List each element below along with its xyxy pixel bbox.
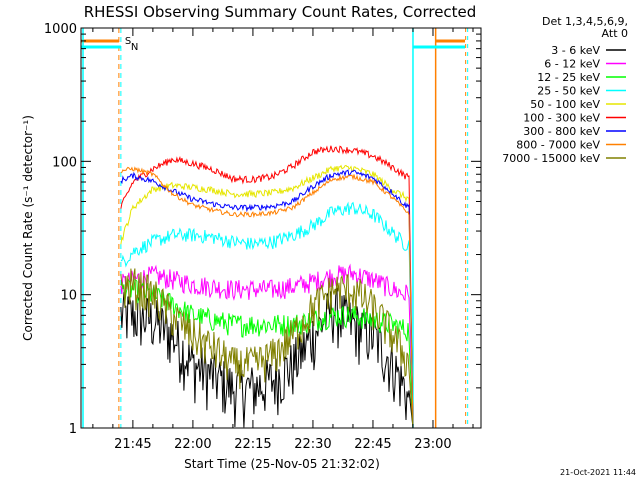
y-axis-label: Corrected Count Rate (s⁻¹ detector⁻¹) [21, 115, 35, 341]
legend-label-0: 3 - 6 keV [551, 44, 600, 57]
flag-label-S: S [125, 36, 131, 47]
series-line-8 [120, 268, 414, 428]
chart-title: RHESSI Observing Summary Count Rates, Co… [84, 3, 477, 21]
y-tick-label: 100 [52, 155, 77, 170]
flag-layer: SN [81, 28, 469, 428]
series-line-1 [120, 263, 414, 428]
legend-header-attenuator: Att 0 [602, 27, 628, 40]
legend-label-8: 7000 - 15000 keV [502, 152, 600, 165]
series-line-3 [120, 201, 414, 428]
y-tick-label: 1000 [44, 22, 77, 37]
y-tick-label: 1 [69, 422, 77, 437]
x-tick-label: 23:00 [414, 437, 451, 452]
legend-label-1: 6 - 12 keV [544, 58, 600, 71]
x-tick-label: 22:00 [174, 437, 211, 452]
flag-label-N: N [131, 42, 138, 53]
x-tick-label: 22:15 [234, 437, 271, 452]
series-layer [120, 145, 414, 428]
legend-label-7: 800 - 7000 keV [516, 139, 600, 152]
y-axis-ticks: 1 10 100 1000 [44, 22, 481, 437]
plot-area: SN 21:45 22:00 22:15 22:30 22:45 23:00 1 10 100… [44, 22, 482, 452]
x-axis-ticks: 21:45 22:00 22:15 22:30 22:45 23:00 [92, 28, 474, 452]
series-line-5 [120, 145, 414, 428]
series-line-4 [120, 164, 414, 428]
legend-label-4: 50 - 100 keV [530, 98, 600, 111]
plot-frame [80, 27, 482, 429]
legend-header-detectors: Det 1,3,4,5,6,9, [542, 15, 628, 28]
series-line-2 [120, 277, 414, 428]
series-line-7 [120, 166, 414, 428]
legend-label-2: 12 - 25 keV [537, 71, 600, 84]
x-axis-label: Start Time (25-Nov-05 21:32:02) [184, 457, 380, 471]
footer-date: 21-Oct-2021 11:44 [560, 468, 636, 477]
y-tick-label: 10 [60, 289, 77, 304]
legend-label-6: 300 - 800 keV [523, 125, 600, 138]
legend-label-3: 25 - 50 keV [537, 85, 600, 98]
series-line-0 [120, 287, 414, 428]
x-tick-label: 21:45 [114, 437, 151, 452]
legend-label-5: 100 - 300 keV [523, 112, 600, 125]
x-tick-label: 22:30 [294, 437, 331, 452]
x-tick-label: 22:45 [354, 437, 391, 452]
